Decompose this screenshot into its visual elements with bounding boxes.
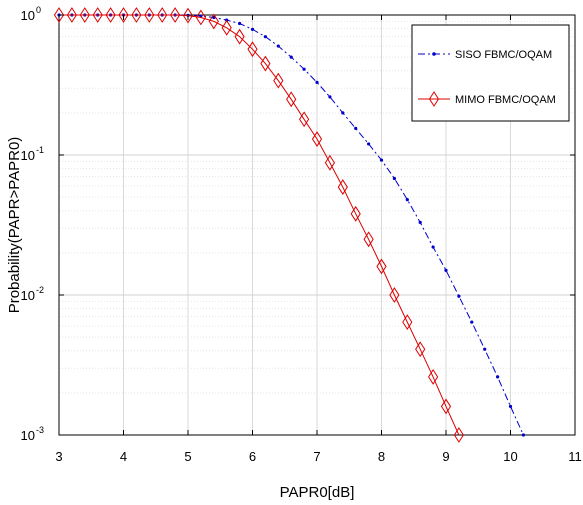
- data-point: [199, 14, 203, 18]
- data-point-diamond: [299, 111, 310, 128]
- data-point-diamond: [131, 7, 142, 23]
- y-tick-label: 10: [21, 8, 35, 23]
- data-point: [354, 126, 358, 130]
- data-point: [276, 44, 280, 48]
- data-point-diamond: [66, 7, 77, 23]
- data-point-diamond: [157, 7, 168, 23]
- x-tick-label: 6: [249, 449, 256, 464]
- y-tick-exponent: -3: [36, 425, 44, 435]
- data-point: [521, 433, 526, 437]
- series-line: [59, 14, 460, 436]
- y-axis-label: Probability(PAPR>PAPR0): [6, 137, 23, 314]
- data-point-diamond: [350, 205, 361, 222]
- x-tick-label: 3: [55, 449, 62, 464]
- data-point-diamond: [428, 368, 439, 385]
- data-point-diamond: [221, 19, 232, 36]
- data-point-diamond: [118, 7, 129, 23]
- data-point-diamond: [337, 179, 348, 196]
- data-point-diamond: [92, 7, 103, 23]
- data-point-diamond: [440, 398, 452, 415]
- data-point-diamond: [389, 287, 400, 303]
- y-tick-exponent: -2: [36, 285, 44, 295]
- data-point-diamond: [144, 7, 155, 23]
- y-tick-label: 10: [21, 288, 35, 303]
- data-point-diamond: [105, 7, 116, 23]
- data-point-diamond: [376, 258, 387, 275]
- y-tick-exponent: 0: [36, 5, 41, 15]
- y-tick-label: 10: [21, 148, 35, 163]
- x-tick-label: 10: [503, 449, 517, 464]
- data-point: [418, 220, 422, 225]
- data-point-diamond: [182, 7, 194, 24]
- data-point: [431, 245, 435, 249]
- data-point: [470, 320, 474, 324]
- data-point-diamond: [208, 13, 219, 30]
- data-point: [405, 198, 409, 202]
- data-point: [457, 294, 461, 298]
- legend: SISO FBMC/OQAM MIMO FBMC/OQAM: [411, 24, 570, 122]
- data-point: [250, 27, 255, 31]
- data-point: [508, 404, 513, 409]
- legend-box: [411, 24, 570, 122]
- data-point-diamond: [234, 28, 245, 45]
- legend-marker-diamond: [428, 91, 440, 107]
- x-tick-label: 4: [120, 449, 127, 464]
- data-point-diamond: [402, 314, 413, 331]
- x-axis-label: PAPR0[dB]: [280, 484, 355, 501]
- data-point: [302, 67, 306, 71]
- data-point: [289, 55, 293, 59]
- data-point-diamond: [195, 9, 206, 26]
- data-point-diamond: [170, 7, 181, 23]
- y-tick-label: 10: [21, 428, 35, 443]
- x-tick-label: 5: [184, 449, 191, 464]
- data-point-diamond: [324, 154, 335, 171]
- data-point: [315, 80, 319, 85]
- series-layer: [53, 7, 526, 443]
- series-2: [53, 7, 464, 443]
- data-point: [238, 21, 242, 26]
- data-point-diamond: [260, 55, 271, 72]
- x-tick-label: 8: [378, 449, 385, 464]
- x-tick-label: 11: [568, 449, 582, 464]
- x-tick-label: 7: [313, 449, 320, 464]
- data-point-diamond: [273, 72, 284, 89]
- data-point: [392, 176, 396, 181]
- data-point-diamond: [311, 131, 323, 147]
- data-point: [328, 95, 332, 99]
- data-point: [379, 158, 384, 162]
- legend-label: SISO FBMC/OQAM: [455, 49, 552, 61]
- data-point: [496, 375, 500, 379]
- x-tick-label: 9: [442, 449, 449, 464]
- data-point-diamond: [79, 7, 90, 23]
- data-point: [367, 142, 371, 146]
- data-point-diamond: [363, 231, 374, 248]
- data-point-diamond: [53, 7, 65, 23]
- legend-marker-point: [432, 52, 436, 56]
- data-point: [444, 268, 448, 272]
- data-point-diamond: [453, 427, 464, 443]
- y-tick-exponent: -1: [36, 145, 44, 155]
- data-point: [483, 347, 487, 351]
- data-point-diamond: [415, 341, 426, 358]
- data-point: [263, 35, 267, 39]
- data-point-diamond: [286, 91, 297, 108]
- data-point-diamond: [247, 41, 258, 58]
- legend-label: MIMO FBMC/OQAM: [455, 94, 556, 106]
- data-point: [341, 111, 345, 115]
- data-point: [212, 15, 216, 20]
